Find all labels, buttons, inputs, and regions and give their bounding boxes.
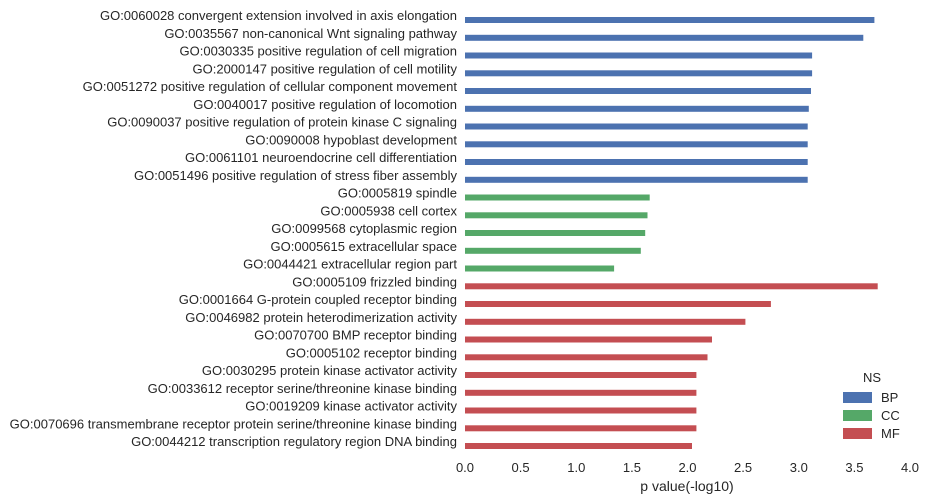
category-label: GO:0030335 positive regulation of cell m… xyxy=(180,44,458,59)
category-label: GO:0035567 non-canonical Wnt signaling p… xyxy=(164,26,457,41)
bar-bp xyxy=(465,123,808,130)
bar-bp xyxy=(465,159,808,165)
category-label: GO:0005102 receptor binding xyxy=(286,345,457,360)
category-label: GO:0070700 BMP receptor binding xyxy=(254,328,457,343)
category-label: GO:0030295 protein kinase activator acti… xyxy=(202,363,458,378)
x-tick-label: 0.5 xyxy=(512,460,530,475)
category-label: GO:0005938 cell cortex xyxy=(320,203,457,218)
x-tick-labels-group: 0.0 0.5 1.0 1.5 2.0 2.5 3.0 3.5 4.0 xyxy=(456,460,919,475)
bar-mf xyxy=(465,443,692,449)
bar-mf xyxy=(465,372,697,378)
x-tick-label: 4.0 xyxy=(901,460,919,475)
category-label: GO:0040017 positive regulation of locomo… xyxy=(193,97,457,112)
legend-label-bp: BP xyxy=(881,390,898,405)
category-label: GO:0061101 neuroendocrine cell different… xyxy=(185,150,457,165)
bar-bp xyxy=(465,70,813,77)
category-label: GO:0033612 receptor serine/threonine kin… xyxy=(148,381,457,396)
bar-mf xyxy=(465,301,771,307)
bar-cc xyxy=(465,212,648,219)
bar-mf xyxy=(465,389,697,396)
legend-swatch-cc xyxy=(843,410,872,421)
category-labels-group: GO:0060028 convergent extension involved… xyxy=(10,8,458,449)
category-label: GO:0070696 transmembrane receptor protei… xyxy=(10,416,457,431)
bar-bp xyxy=(465,141,808,148)
legend: NS BP CC MF xyxy=(843,370,900,441)
category-label: GO:0019209 kinase activator activity xyxy=(245,399,457,414)
bar-bp xyxy=(465,105,809,112)
category-label: GO:0001664 G-protein coupled receptor bi… xyxy=(179,292,457,307)
x-tick-label: 3.0 xyxy=(790,460,808,475)
bar-mf xyxy=(465,425,697,432)
bar-bp xyxy=(465,34,864,41)
legend-swatch-mf xyxy=(843,428,872,439)
category-label: GO:0099568 cytoplasmic region xyxy=(271,221,457,236)
legend-title: NS xyxy=(863,370,881,385)
bar-bp xyxy=(465,52,813,59)
bar-bp xyxy=(465,88,811,94)
x-tick-label: 1.0 xyxy=(567,460,585,475)
category-label: GO:2000147 positive regulation of cell m… xyxy=(193,61,458,76)
bar-cc xyxy=(465,194,650,201)
category-label: GO:0046982 protein heterodimerization ac… xyxy=(185,310,457,325)
legend-label-mf: MF xyxy=(881,426,900,441)
category-label: GO:0060028 convergent extension involved… xyxy=(100,8,457,23)
category-label: GO:0090037 positive regulation of protei… xyxy=(107,115,457,130)
bar-cc xyxy=(465,265,615,272)
category-label: GO:0005615 extracellular space xyxy=(271,239,457,254)
category-label: GO:0044421 extracellular region part xyxy=(243,257,457,272)
x-tick-label: 2.0 xyxy=(678,460,696,475)
bar-mf xyxy=(465,318,746,325)
category-label: GO:0044212 transcription regulatory regi… xyxy=(131,434,457,449)
x-tick-label: 3.5 xyxy=(845,460,863,475)
legend-label-cc: CC xyxy=(881,408,900,423)
bar-mf xyxy=(465,336,712,343)
bar-cc xyxy=(465,247,641,254)
bar-mf xyxy=(465,354,708,361)
x-tick-label: 1.5 xyxy=(623,460,641,475)
bar-mf xyxy=(465,407,697,414)
bar-bp xyxy=(465,17,875,23)
bar-mf xyxy=(465,283,878,290)
x-tick-label: 0.0 xyxy=(456,460,474,475)
x-axis-title: p value(-log10) xyxy=(640,478,733,494)
bar-cc xyxy=(465,230,646,236)
bars-group xyxy=(465,17,878,449)
category-label: GO:0051272 positive regulation of cellul… xyxy=(83,79,458,94)
legend-swatch-bp xyxy=(843,392,872,403)
bar-bp xyxy=(465,176,808,183)
x-tick-label: 2.5 xyxy=(734,460,752,475)
category-label: GO:0005109 frizzled binding xyxy=(292,274,457,289)
category-label: GO:0005819 spindle xyxy=(338,186,457,201)
category-label: GO:0051496 positive regulation of stress… xyxy=(134,168,458,183)
category-label: GO:0090008 hypoblast development xyxy=(245,132,457,147)
